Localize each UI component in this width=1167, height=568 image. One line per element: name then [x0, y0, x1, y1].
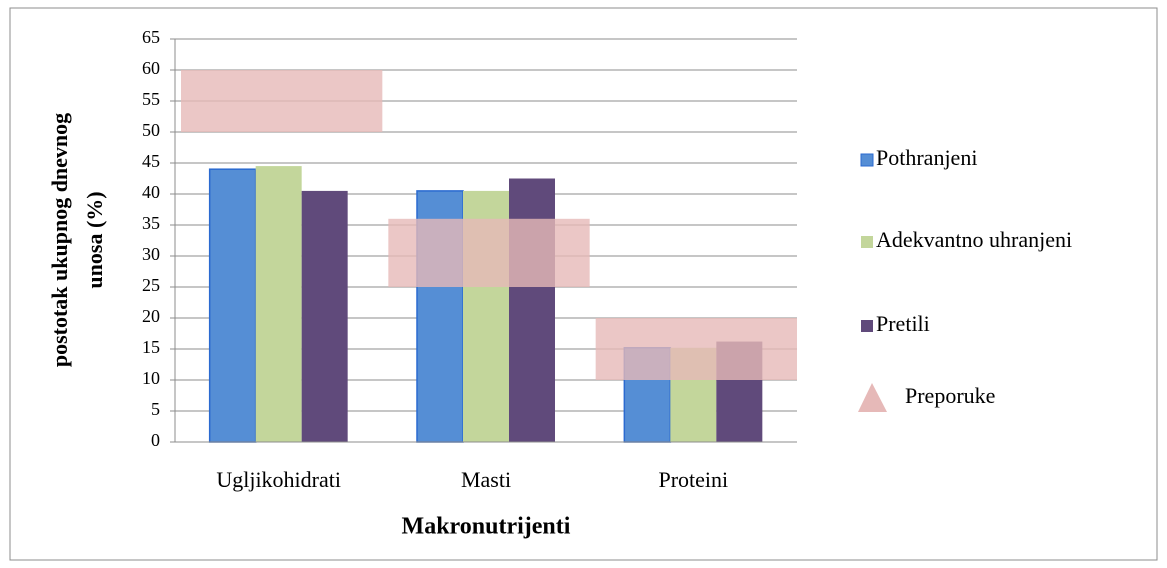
y-tick-label: 15: [142, 337, 160, 357]
y-tick-label: 55: [142, 89, 160, 109]
y-tick-label: 35: [142, 213, 160, 233]
bar: [255, 166, 302, 442]
legend-label: Pothranjeni: [876, 145, 977, 170]
y-tick-label: 25: [142, 275, 160, 295]
range-box: [388, 218, 590, 287]
bar: [509, 178, 555, 442]
y-tick-label: 30: [142, 244, 160, 264]
range-box: [181, 70, 383, 132]
bar: [208, 168, 257, 443]
legend-marker: [860, 153, 874, 167]
y-tick-label: 50: [142, 120, 160, 140]
x-axis-title: Makronutrijenti: [402, 514, 571, 540]
y-tick-label: 10: [142, 368, 160, 388]
legend-label: Adekvantno uhranjeni: [876, 227, 1072, 252]
bar: [301, 190, 348, 442]
y-tick-label: 5: [151, 399, 160, 419]
legend-marker: [861, 236, 873, 248]
legend-marker: [861, 320, 873, 332]
y-tick-label: 40: [142, 182, 160, 202]
x-tick-label: Proteini: [658, 467, 728, 492]
range-box: [595, 318, 797, 380]
y-tick-label: 45: [142, 151, 160, 171]
y-tick-label: 60: [142, 58, 160, 78]
y-tick-label: 0: [151, 430, 160, 450]
x-tick-label: Ugljikohidrati: [216, 467, 341, 492]
x-tick-label: Masti: [461, 467, 511, 492]
legend-marker: [858, 383, 887, 412]
y-axis-title: unosa (%): [82, 191, 107, 288]
y-axis-title: postotak ukupnog dnevnog: [47, 113, 72, 367]
legend-label: Preporuke: [905, 383, 995, 408]
legend-label: Pretili: [876, 311, 930, 336]
y-tick-label: 65: [142, 27, 160, 47]
y-tick-label: 20: [142, 306, 160, 326]
